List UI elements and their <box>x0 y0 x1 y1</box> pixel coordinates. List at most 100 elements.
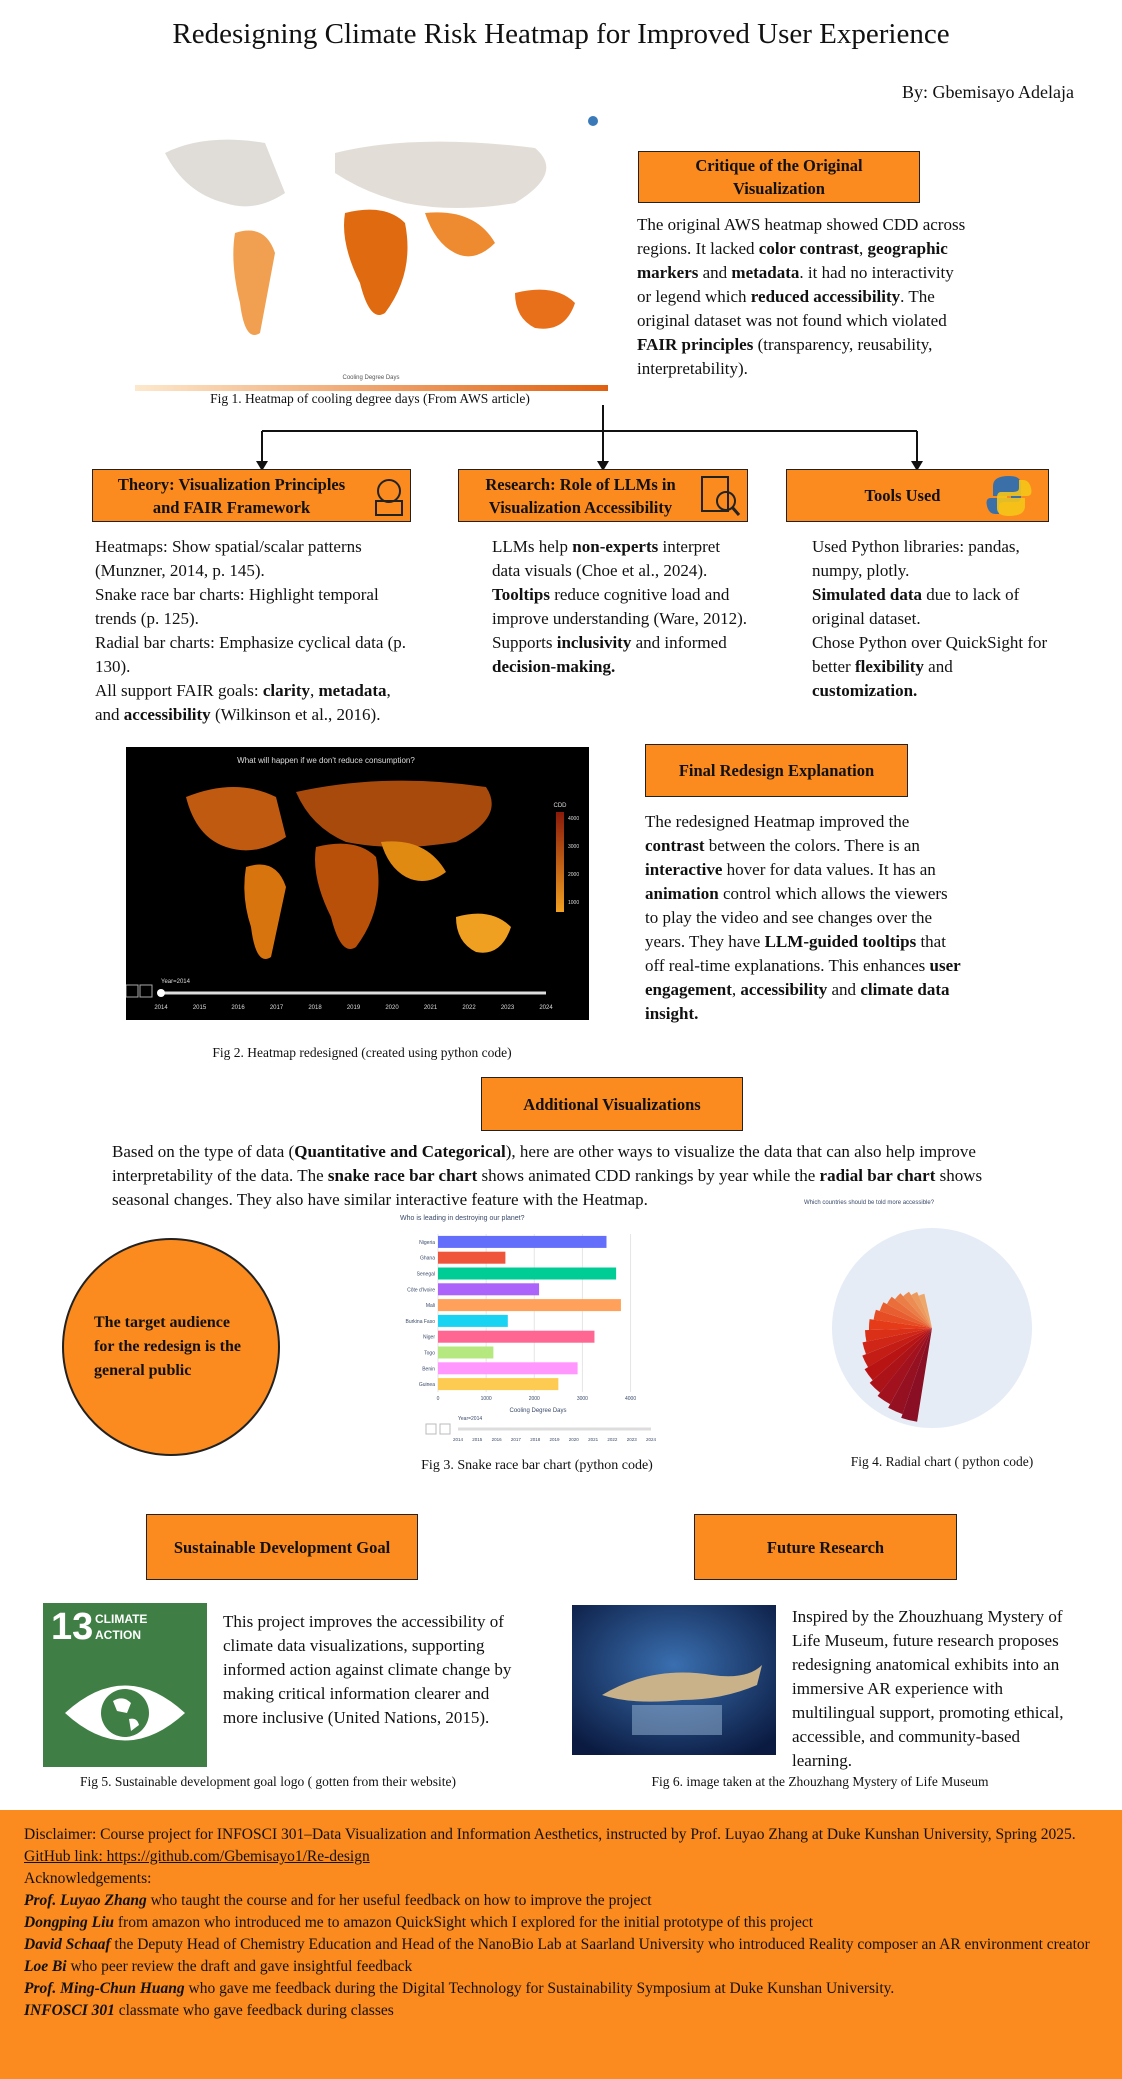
text-run: interpret data visuals (Choe et al., 202… <box>492 537 721 580</box>
paragraphs: Heatmaps: Show spatial/scalar patterns (… <box>95 535 415 727</box>
text-run: clarity <box>262 681 311 700</box>
text-run: FAIR principles <box>637 335 754 354</box>
slider-tick: 2014 <box>453 1437 464 1442</box>
legend-tick: 3000 <box>568 844 579 850</box>
y-tick-label: Nigeria <box>419 1240 435 1246</box>
text-run: INFOSCI 301 <box>24 2002 115 2019</box>
paragraph: Chose Python over QuickSight for better … <box>812 631 1062 703</box>
figure-4: Which countries should be told more acce… <box>804 1200 1032 1428</box>
legend-tick: 2000 <box>568 872 579 878</box>
heading: Theory: Visualization Principles and FAI… <box>92 469 411 522</box>
text-run: and <box>827 980 861 999</box>
text-run: interactive <box>645 860 723 879</box>
bar <box>438 1283 540 1296</box>
text-run: metadata <box>318 681 387 700</box>
bar <box>438 1299 621 1312</box>
slider-tick: 2017 <box>511 1437 522 1442</box>
figure-title: Who is leading in destroying our planet? <box>400 1215 525 1222</box>
text-run: accessibility <box>740 980 828 999</box>
slider-tick: 2024 <box>646 1437 657 1442</box>
paragraph: All support FAIR goals: clarity, metadat… <box>95 679 415 727</box>
paragraph: Used Python libraries: pandas, numpy, pl… <box>812 535 1062 583</box>
wedge <box>869 1328 932 1393</box>
text-run: GitHub link <box>24 1848 99 1865</box>
wedge <box>862 1328 932 1355</box>
wedge <box>862 1328 932 1368</box>
y-tick-label: Guinea <box>419 1382 435 1388</box>
wedge <box>879 1302 932 1328</box>
bar <box>438 1314 508 1327</box>
text-run: (Wilkinson et al., 2016). <box>210 705 381 724</box>
wedge <box>901 1328 932 1422</box>
python-logo <box>986 476 1032 516</box>
paragraph: Prof. Luyao Zhang who taught the course … <box>24 1890 1094 1912</box>
text-run: due to lack of original dataset. <box>812 585 1020 628</box>
text-run: Chose Python over QuickSight for better <box>812 633 1048 676</box>
paragraph: Supports inclusivity and informed decisi… <box>492 631 752 679</box>
text-run: Supports <box>492 633 557 652</box>
paragraph: The original AWS heatmap showed CDD acro… <box>637 213 967 381</box>
paragraphs: Used Python libraries: pandas, numpy, pl… <box>812 535 1062 703</box>
text-run: . it had no interactivity or legend whic… <box>637 263 954 306</box>
footer: Disclaimer: Course project for INFOSCI 3… <box>0 1810 1122 2079</box>
audience-circle: The target audience for the redesign is … <box>62 1238 280 1456</box>
legend-title: CDD <box>554 803 568 809</box>
slider-tick: 2018 <box>308 1005 322 1011</box>
paragraph: Inspired by the Zhouzhuang Mystery of Li… <box>792 1605 1082 1773</box>
text-run: between the colors. There is an <box>704 836 920 855</box>
y-tick-label: Togo <box>424 1351 435 1357</box>
paragraph: Radial bar charts: Emphasize cyclical da… <box>95 631 415 679</box>
text-run: , <box>310 681 319 700</box>
slider-tick: 2023 <box>501 1005 515 1011</box>
slider-tick: 2015 <box>472 1437 483 1442</box>
wedge <box>864 1328 932 1381</box>
figure-2: What will happen if we don't reduce cons… <box>126 747 589 1020</box>
text-run: inclusivity <box>556 633 632 652</box>
museum-photo <box>572 1605 776 1755</box>
slider-tick: 2019 <box>347 1005 361 1011</box>
text-run: This project improves the accessibility … <box>223 1612 512 1727</box>
text-run: (transparency, reusability, interpretabi… <box>637 335 933 378</box>
bar <box>438 1362 578 1375</box>
x-tick-label: 1000 <box>481 1396 492 1402</box>
caption: Fig 1. Heatmap of cooling degree days (F… <box>210 391 530 406</box>
text-run: Radial bar charts: Emphasize cyclical da… <box>95 633 407 676</box>
text-run: customization. <box>812 681 918 700</box>
wedge <box>873 1309 932 1328</box>
wedge <box>888 1328 932 1415</box>
text-run: contrast <box>645 836 705 855</box>
text-run: and informed <box>631 633 727 652</box>
figure-1: Cooling Degree Days <box>135 113 608 395</box>
paragraph: Based on the type of data (Quantitative … <box>112 1140 1012 1212</box>
icon <box>701 476 741 516</box>
text-run: Dongping Liu <box>24 1914 115 1931</box>
paragraphs: LLMs help non-experts interpret data vis… <box>492 535 752 679</box>
text-run: animation <box>645 884 719 903</box>
logo-label: CLIMATE <box>95 1612 147 1626</box>
paragraph: Loe Bi who peer review the draft and gav… <box>24 1956 1094 1978</box>
text-run: from amazon who introduced me to amazon … <box>114 1914 814 1931</box>
y-tick-label: Benin <box>422 1366 435 1372</box>
text-run: that off real-time explanations. This en… <box>645 932 946 975</box>
slider-tick: 2016 <box>231 1005 245 1011</box>
text-run: geographic markers <box>637 239 948 282</box>
paragraph: The redesigned Heatmap improved the cont… <box>645 810 965 1026</box>
text-run: color contrast <box>758 239 860 258</box>
paragraph: Acknowledgements: <box>24 1868 1094 1890</box>
text-run: hover for data values. It has an <box>722 860 936 879</box>
text-run: Heatmaps: Show spatial/scalar patterns (… <box>95 537 362 580</box>
bar <box>438 1267 617 1280</box>
heading: Additional Visualizations <box>481 1077 743 1131</box>
text-run: , <box>731 980 741 999</box>
bar <box>438 1346 494 1359</box>
text-run: Simulated data <box>812 585 923 604</box>
slider-tick: 2015 <box>193 1005 207 1011</box>
text-run: Acknowledgements: <box>24 1870 152 1887</box>
text-run: reduce cognitive load and improve unders… <box>492 585 747 628</box>
paragraph: Disclaimer: Course project for INFOSCI 3… <box>24 1824 1094 1846</box>
x-tick-label: 0 <box>437 1396 440 1402</box>
caption: Fig 2. Heatmap redesigned (created using… <box>212 1045 512 1060</box>
text-run: , <box>859 239 868 258</box>
caption: Fig 3. Snake race bar chart (python code… <box>421 1458 653 1473</box>
paragraph: GitHub link: https://github.com/Gbemisay… <box>24 1846 1094 1868</box>
